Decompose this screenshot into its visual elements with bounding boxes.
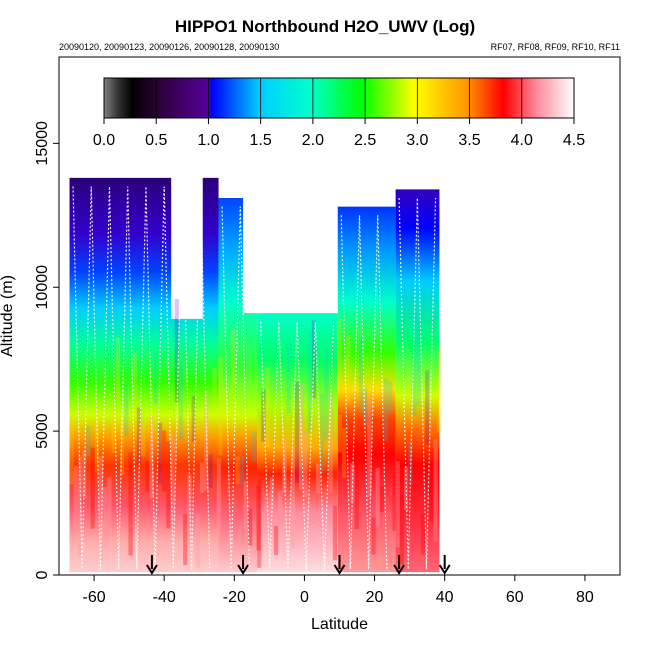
x-axis: -60 -40 -20 0 20 40 60 80 xyxy=(83,575,594,606)
colorbar-tick-label: 3.0 xyxy=(406,132,428,149)
y-axis: 0 5000 10000 15000 xyxy=(34,121,59,579)
x-axis-label: Latitude xyxy=(311,616,368,633)
flight-ids: RF07, RF08, RF09, RF10, RF11 xyxy=(490,42,620,52)
y-tick-label: 0 xyxy=(34,570,51,579)
colorbar-tick-label: 1.5 xyxy=(250,132,272,149)
flight-track-4 xyxy=(340,215,388,570)
heat-segment-5 xyxy=(395,189,440,573)
x-tick-label: 40 xyxy=(436,589,454,606)
x-tick-label: -40 xyxy=(153,589,176,606)
x-tick-label: 20 xyxy=(366,589,384,606)
profile-marker-head xyxy=(438,564,451,575)
x-tick-label: 60 xyxy=(506,589,524,606)
profile-marker-head xyxy=(146,564,158,575)
flight-tracks xyxy=(72,186,437,570)
x-tick-label: 80 xyxy=(576,589,594,606)
y-axis-label: Altitude (m) xyxy=(0,275,16,357)
colorbar-tick-label: 2.0 xyxy=(302,132,324,149)
y-tick-label: 5000 xyxy=(34,413,51,449)
heat-segment-3 xyxy=(257,313,338,573)
heat-gap-2 xyxy=(243,157,266,314)
flight-dates: 20090120, 20090123, 20090126, 20090128, … xyxy=(59,42,280,52)
x-tick-label: -20 xyxy=(223,589,246,606)
colorbar-tick-label: 3.5 xyxy=(458,132,480,149)
flight-track-1 xyxy=(72,186,211,570)
y-tick-label: 15000 xyxy=(34,121,51,166)
profile-marker-head xyxy=(333,564,346,575)
heat-texture xyxy=(69,299,442,569)
flight-track-5 xyxy=(398,197,437,570)
colorbar-tick-label: 1.0 xyxy=(197,132,219,149)
heatmap-area xyxy=(69,157,442,573)
colorbar-frame xyxy=(103,77,575,119)
chart-title: HIPPO1 Northbound H2O_UWV (Log) xyxy=(174,17,476,36)
flight-track-2 xyxy=(221,206,250,570)
x-tick-label: 0 xyxy=(300,589,309,606)
colorbar-tick-label: 4.5 xyxy=(563,132,585,149)
colorbar-tick-label: 0.5 xyxy=(145,132,167,149)
colorbar: 0.0 0.5 1.0 1.5 2.0 2.5 3.0 3.5 4.0 4.5 xyxy=(93,77,585,149)
colorbar-tick-label: 2.5 xyxy=(354,132,376,149)
colorbar-gradient xyxy=(104,78,574,118)
plot-frame xyxy=(58,56,621,576)
x-tick-label: -60 xyxy=(83,589,106,606)
colorbar-tick-label: 0.0 xyxy=(93,132,115,149)
profile-markers xyxy=(146,555,451,575)
colorbar-tick-label: 4.0 xyxy=(511,132,533,149)
heat-gap-1 xyxy=(171,157,203,319)
profile-marker-head xyxy=(393,564,405,575)
y-tick-label: 10000 xyxy=(34,265,51,310)
profile-marker-head xyxy=(237,564,249,575)
